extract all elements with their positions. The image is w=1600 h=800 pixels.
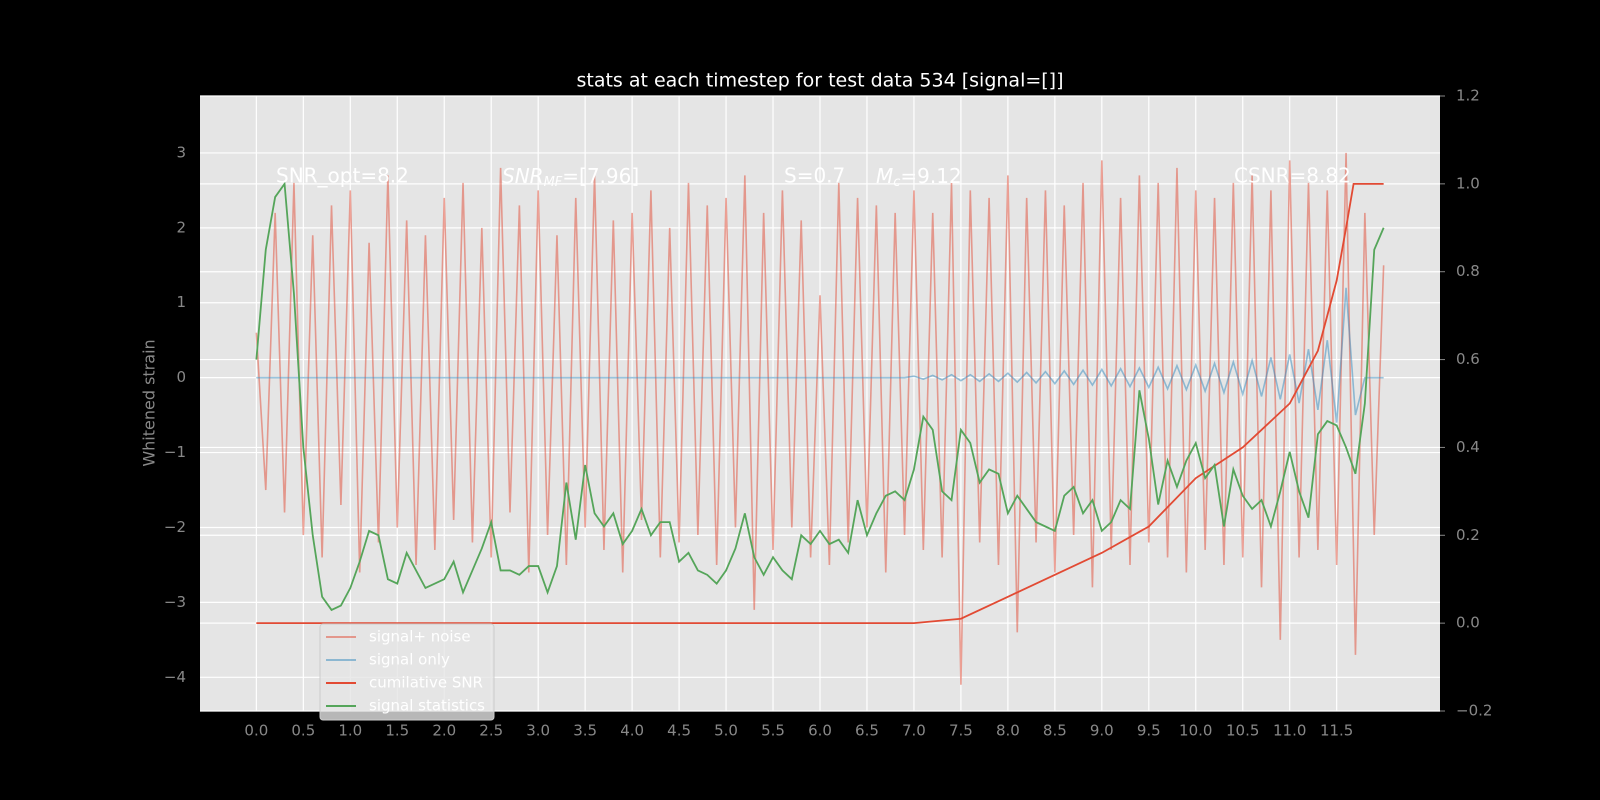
chart-title: stats at each timestep for test data 534… [576, 70, 1063, 92]
y-tick-label: 0 [176, 368, 186, 386]
y2-tick-label: 0.4 [1456, 438, 1480, 456]
x-tick-label: 3.0 [526, 722, 550, 740]
x-tick-label: 5.5 [761, 722, 785, 740]
y2-tick-label: 1.2 [1456, 87, 1480, 105]
y2-tick-label: 0.8 [1456, 262, 1480, 280]
y2-tick-label: 1.0 [1456, 174, 1480, 192]
x-tick-label: 7.0 [902, 722, 926, 740]
annotation-part: =[7.96] [562, 164, 639, 188]
x-tick-label: 11.5 [1320, 722, 1353, 740]
y-tick-label: −1 [164, 443, 186, 461]
x-tick-label: 2.0 [432, 722, 456, 740]
annotation-part: =9.12 [900, 164, 961, 188]
legend: signal+ noise signal only cumilative SNR si… [319, 623, 495, 721]
annotation: Mc=9.12 [876, 164, 962, 190]
annotation-part: c [893, 175, 900, 190]
y-tick-label: 2 [176, 218, 186, 236]
series-line [255, 152, 1385, 685]
y2-tick-label: −0.2 [1456, 702, 1492, 720]
series-line [256, 182, 1384, 625]
marks [255, 152, 1385, 685]
x-tick-label: 6.5 [855, 722, 879, 740]
x-tick-label: 1.0 [338, 722, 362, 740]
y-axis-label: Whitened strain [140, 339, 159, 466]
annotation: CSNR=8.82 [1234, 164, 1351, 188]
y-tick-label: −3 [164, 593, 186, 611]
legend-label: signal only [369, 651, 450, 669]
overlay: 0.0 0.5 1.0 1.5 2.0 2.5 3.0 3.5 4.0 4.5 5.0 5.5 6.0 6… [164, 87, 1493, 740]
y2-tick-label: 0.6 [1456, 350, 1480, 368]
x-tick-label: 5.0 [714, 722, 738, 740]
x-tick-label: 11.0 [1273, 722, 1306, 740]
y-tick-label: −2 [164, 518, 186, 536]
x-tick-label: 0.5 [291, 722, 315, 740]
y-tick-label: −4 [164, 668, 186, 686]
x-tick-label: 1.5 [385, 722, 409, 740]
y2-tick-label: 0.2 [1456, 526, 1480, 544]
series-line [256, 287, 1384, 423]
x-tick-label: 10.5 [1226, 722, 1259, 740]
legend-box [319, 623, 495, 721]
x-tick-label: 6.0 [808, 722, 832, 740]
annotation: S=0.7 [784, 164, 845, 188]
x-tick-label: 8.0 [996, 722, 1020, 740]
legend-label: signal+ noise [369, 628, 471, 646]
x-tick-label: 7.5 [949, 722, 973, 740]
annotation-part: M [876, 164, 893, 188]
series-line [255, 181, 1385, 612]
x-tick-label: 9.0 [1090, 722, 1114, 740]
x-tick-label: 3.5 [573, 722, 597, 740]
x-tick-label: 4.0 [620, 722, 644, 740]
annotation-part: SNR [502, 164, 544, 188]
legend-label: signal statistics [369, 697, 485, 715]
x-tick-label: 0.0 [244, 722, 268, 740]
x-tick-label: 10.0 [1179, 722, 1212, 740]
x-tick-label: 2.5 [479, 722, 503, 740]
x-tick-label: 9.5 [1137, 722, 1161, 740]
annotation: SNR_opt=8.2 [276, 164, 409, 188]
y2-tick-label: 0.0 [1456, 614, 1480, 632]
y-tick-label: 1 [176, 293, 186, 311]
y-tick-label: 3 [176, 143, 186, 161]
annotation: SNRMF=[7.96] [502, 164, 639, 190]
annotation-part: MF [544, 175, 563, 190]
x-tick-label: 8.5 [1043, 722, 1067, 740]
x-tick-label: 4.5 [667, 722, 691, 740]
legend-label: cumilative SNR [369, 674, 483, 692]
